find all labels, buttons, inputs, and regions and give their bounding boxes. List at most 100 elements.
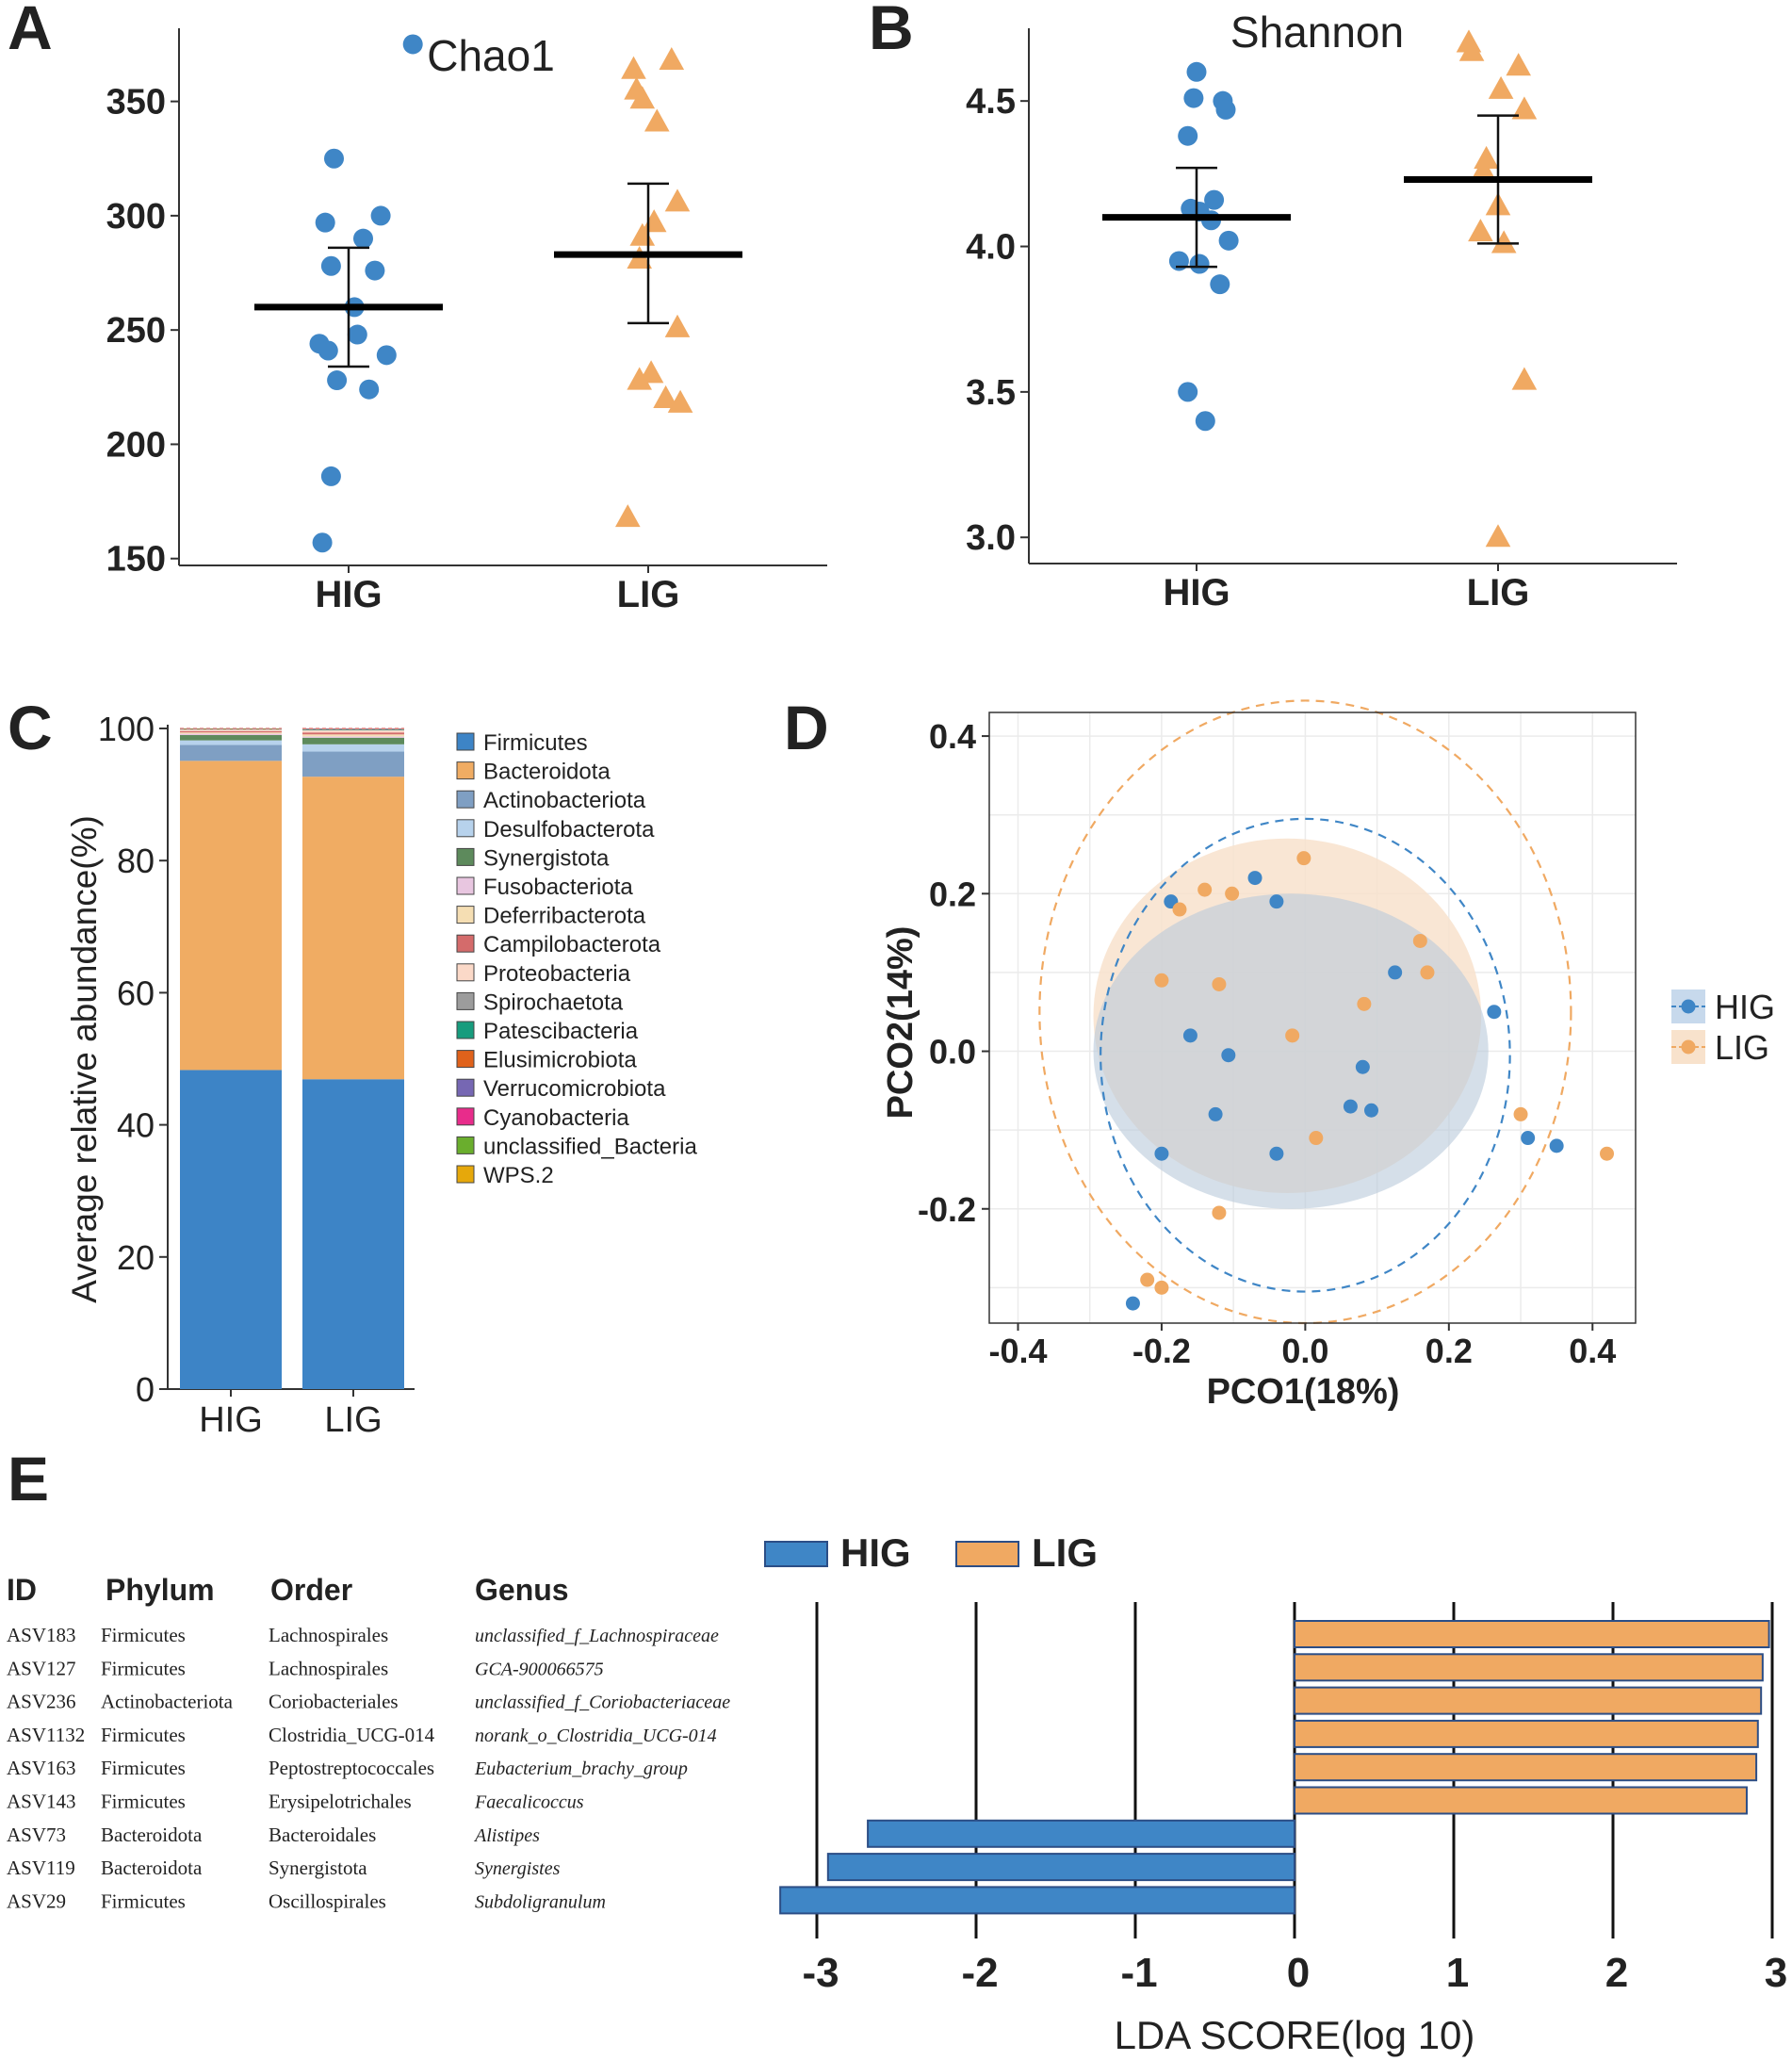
bar-segment: [302, 1079, 404, 1389]
hig-fill-ellipse: [1093, 893, 1489, 1209]
y-tick-label: 3.0: [966, 518, 1016, 558]
legend-swatch: [456, 906, 475, 924]
legend-swatch: [456, 761, 475, 780]
hig-point: [1208, 1106, 1223, 1121]
row-genus: Eubacterium_brachy_group: [474, 1758, 688, 1779]
data-point: [320, 255, 341, 276]
y-tick-label: 0.4: [929, 717, 976, 756]
bar-segment: [180, 729, 282, 731]
x-tick-label: -2: [961, 1950, 998, 1996]
x-axis-label: PCO1(18%): [1207, 1372, 1400, 1412]
bar-segment: [302, 728, 404, 729]
row-genus: Subdoligranulum: [475, 1891, 606, 1912]
legend-label: HIG: [1715, 988, 1775, 1026]
legend-key-point: [1681, 999, 1696, 1014]
panel-a: 150 200 250 300 350 HIG LIG Chao1: [106, 28, 827, 615]
row-order: Erysipelotrichales: [269, 1791, 412, 1813]
y-tick-label: 100: [98, 710, 155, 748]
y-axis-label: PCO2(14%): [881, 926, 920, 1120]
data-point: [359, 379, 380, 400]
y-tick-label: 300: [106, 197, 166, 237]
data-point: [315, 212, 335, 233]
legend-swatch: [456, 1021, 475, 1039]
data-point: [376, 345, 397, 366]
data-point: [1506, 53, 1531, 76]
row-genus: Faecalicoccus: [474, 1792, 584, 1813]
data-point: [1183, 88, 1204, 108]
bar-segment: [302, 728, 404, 729]
data-point: [1210, 274, 1230, 295]
hig-point: [1247, 871, 1263, 886]
legend-swatch: [456, 934, 475, 953]
chart-title: Chao1: [427, 31, 555, 80]
hig-point: [1343, 1099, 1358, 1114]
lda-bar: [1294, 1786, 1748, 1815]
row-phylum: Bacteroidota: [101, 1824, 203, 1846]
bar-segment: [180, 728, 282, 730]
lig-point: [1172, 902, 1187, 917]
bar-segment: [180, 732, 282, 734]
data-point: [1468, 219, 1493, 242]
legend-swatch: [456, 847, 475, 866]
data-point: [1189, 254, 1210, 274]
legend-key-point: [1681, 1039, 1696, 1055]
x-tick-label: HIG: [315, 574, 382, 615]
y-tick-label: 350: [106, 83, 166, 123]
data-point: [1485, 524, 1511, 548]
x-tick-label: HIG: [1163, 572, 1230, 613]
bar-segment: [180, 728, 282, 729]
legend-label: Deferribacterota: [483, 904, 646, 929]
legend-swatch: [456, 1107, 475, 1126]
y-tick-label: 4.5: [966, 82, 1016, 122]
legend-label: Actinobacteriota: [483, 788, 646, 813]
hig-confidence-ellipse: [1100, 817, 1511, 1293]
row-phylum: Actinobacteriota: [101, 1691, 234, 1713]
data-point: [1178, 382, 1198, 402]
lda-bar: [1294, 1686, 1763, 1715]
bar-segment: [180, 761, 282, 1071]
row-order: Clostridia_UCG-014: [269, 1724, 435, 1746]
data-point: [664, 314, 691, 337]
lda-bar: [1294, 1620, 1770, 1648]
row-phylum: Firmicutes: [101, 1889, 186, 1912]
hig-point: [1487, 1005, 1502, 1020]
hig-point: [1182, 1028, 1197, 1043]
table-header: Order: [270, 1573, 352, 1607]
y-tick-label: 40: [117, 1106, 155, 1145]
bar-segment: [302, 777, 404, 1080]
x-tick-label: 1: [1446, 1950, 1469, 1996]
data-point: [370, 205, 391, 226]
bar-segment: [302, 730, 404, 733]
legend-swatch: [955, 1541, 1019, 1567]
row-phylum: Firmicutes: [101, 1724, 186, 1746]
legend-swatch: [456, 1165, 475, 1184]
hig-point: [1364, 1103, 1379, 1118]
legend-label: WPS.2: [483, 1163, 554, 1188]
lda-bar: [779, 1886, 1295, 1915]
data-point: [1511, 96, 1538, 120]
y-tick-label: 0.2: [929, 875, 976, 913]
legend-label: HIG: [840, 1530, 911, 1575]
legend-label: LIG: [1032, 1530, 1098, 1575]
panel-letter-c: C: [8, 693, 53, 762]
x-tick-label: 2: [1605, 1950, 1628, 1996]
lig-point: [1212, 1205, 1227, 1220]
lda-bar: [826, 1853, 1296, 1882]
x-tick-label: 0.2: [1425, 1332, 1473, 1370]
lda-bar: [1294, 1753, 1758, 1782]
lig-point: [1309, 1131, 1324, 1146]
hig-point: [1154, 1146, 1169, 1161]
y-tick-label: 200: [106, 425, 166, 465]
data-point: [644, 108, 670, 132]
row-order: Synergistota: [269, 1857, 367, 1879]
bar-segment: [180, 1070, 282, 1389]
lig-point: [1212, 976, 1227, 991]
lig-point: [1140, 1272, 1155, 1287]
y-tick-label: 80: [117, 842, 155, 880]
x-tick-label: -1: [1120, 1950, 1157, 1996]
row-genus: GCA-900066575: [475, 1659, 604, 1679]
lig-point: [1154, 973, 1169, 988]
row-id: ASV183: [7, 1624, 76, 1646]
legend-label: unclassified_Bacteria: [483, 1134, 697, 1159]
legend-label: Synergistota: [483, 845, 610, 871]
